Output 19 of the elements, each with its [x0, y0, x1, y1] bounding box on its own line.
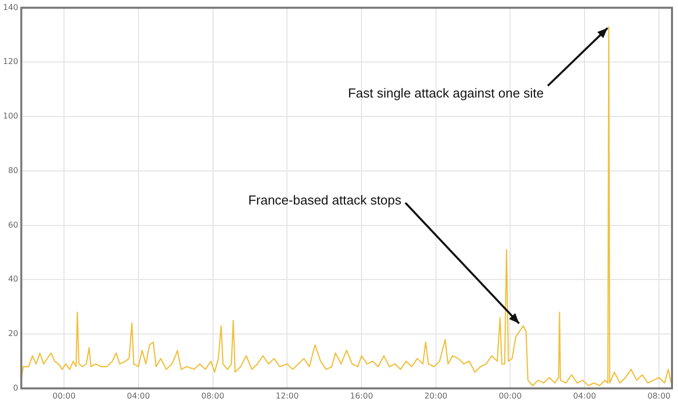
x-tick-label: 04:00 [126, 391, 150, 400]
x-tick-label: 00:00 [52, 391, 76, 400]
y-tick-label: 140 [2, 2, 18, 12]
x-tick-label: 20:00 [424, 391, 448, 400]
y-tick-label: 60 [8, 220, 18, 230]
y-tick-label: 20 [8, 329, 18, 338]
x-tick-label: 12:00 [276, 391, 299, 400]
x-tick-label: 04:00 [573, 391, 596, 400]
annotation: Fast single attack against one site [348, 85, 544, 100]
x-tick-label: 08:00 [647, 391, 671, 400]
y-tick-label: 40 [8, 274, 18, 284]
y-tick-label: 100 [2, 112, 18, 121]
y-tick-label: 80 [8, 166, 18, 175]
x-tick-label: 16:00 [350, 391, 374, 400]
y-tick-label: 0 [13, 383, 18, 392]
x-tick-label: 00:00 [498, 391, 522, 400]
x-tick-label: 08:00 [201, 391, 224, 400]
y-tick-label: 120 [2, 57, 18, 66]
annotation: France-based attack stops [248, 192, 402, 208]
